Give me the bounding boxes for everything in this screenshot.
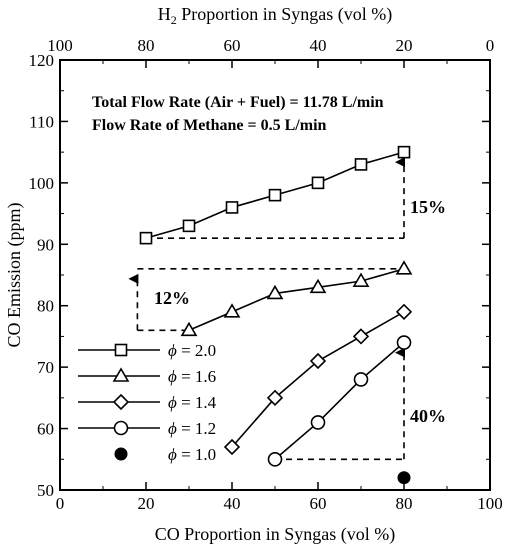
legend-phi-symbol: ϕ [168,445,177,464]
legend-phi-symbol: ϕ [168,341,177,360]
legend-phi-value: = 1.0 [177,445,216,464]
legend-phi-symbol: ϕ [168,367,177,386]
data-point [309,352,327,370]
legend-phi-value: = 1.6 [177,367,216,386]
data-point [397,471,411,485]
series-filled-circle [397,471,411,485]
legend-phi-value: = 2.0 [177,341,216,360]
legend-label: ϕ = 2.0 [168,341,216,360]
data-point [182,219,196,233]
series-diamond [223,303,413,456]
x-tick-label: 40 [224,494,241,513]
data-point [266,284,284,300]
percent-label-40: 40% [410,406,446,426]
y-tick-label: 70 [37,358,54,377]
legend-phi-symbol: ϕ [168,419,177,438]
data-point [268,188,282,202]
data-point [397,145,411,159]
x2-axis-title-suffix: Proportion in Syngas (vol %) [177,4,393,25]
series-layer [139,145,413,485]
percent-label-15: 15% [410,197,446,217]
data-point [352,272,370,287]
y-tick-label: 60 [37,420,54,439]
x2-tick-label: 80 [138,36,155,55]
reference-lines [128,157,405,461]
x2-tick-label: 100 [47,36,73,55]
y-tick-label: 100 [29,174,55,193]
series-triangle [180,260,413,337]
data-point [225,201,239,214]
data-point [223,438,241,456]
data-point [396,335,412,350]
y-tick-label: 90 [37,235,54,254]
legend-marker [112,367,130,382]
annotation-total-flow: Total Flow Rate (Air + Fuel) = 11.78 L/m… [92,94,384,111]
legend-item: ϕ = 1.4 [78,393,217,412]
x2-tick-label: 60 [224,36,241,55]
legend-marker [113,420,129,436]
legend-item: ϕ = 1.6 [78,367,216,386]
legend: ϕ = 2.0ϕ = 1.6ϕ = 1.4ϕ = 1.2ϕ = 1.0 [78,341,217,464]
x2-tick-label: 20 [396,36,413,55]
legend-phi-value: = 1.4 [177,393,217,412]
y-tick-label: 80 [37,297,54,316]
data-point [223,303,241,318]
data-point [266,389,284,406]
x2-axis-title-prefix: H [158,4,171,24]
x-tick-label: 100 [477,494,503,513]
series-square [139,145,411,245]
data-point [309,278,327,294]
data-point [395,303,413,320]
data-point [180,321,198,337]
legend-item: ϕ = 1.2 [78,419,216,438]
data-point [352,328,370,345]
legend-phi-value: = 1.2 [177,419,216,438]
x2-tick-label: 40 [310,36,327,55]
x-tick-label: 60 [310,494,327,513]
x-tick-label: 80 [396,494,413,513]
y-tick-label: 110 [29,112,54,131]
legend-marker [114,343,128,357]
data-point [353,372,369,387]
y-axis-title: CO Emission (ppm) [4,202,25,347]
legend-label: ϕ = 1.0 [168,445,216,464]
percent-label-12: 12% [154,288,190,308]
legend-label: ϕ = 1.6 [168,367,216,386]
x-tick-label: 0 [56,494,65,513]
data-point [139,231,153,245]
legend-label: ϕ = 1.4 [168,393,217,412]
y-tick-label: 120 [29,51,55,70]
legend-marker [112,393,130,411]
x2-axis-title: H2 Proportion in Syngas (vol %) [158,4,393,27]
data-point [354,158,368,171]
legend-phi-symbol: ϕ [168,393,177,412]
data-point [310,415,326,430]
legend-marker [114,447,128,461]
y-tick-label: 50 [37,481,54,500]
series-line [188,268,405,332]
series-line [274,341,405,460]
annotation-methane-flow: Flow Rate of Methane = 0.5 L/min [92,117,327,134]
data-point [311,176,325,190]
x2-tick-label: 0 [486,36,495,55]
data-point [395,260,413,275]
legend-item: ϕ = 2.0 [78,341,216,360]
data-point [267,451,283,467]
x2-axis-title-subscript: 2 [171,13,177,27]
x-tick-label: 20 [138,494,155,513]
series-circle [267,335,412,467]
legend-item: ϕ = 1.0 [114,445,216,464]
legend-label: ϕ = 1.2 [168,419,216,438]
x-axis-title: CO Proportion in Syngas (vol %) [155,524,396,545]
